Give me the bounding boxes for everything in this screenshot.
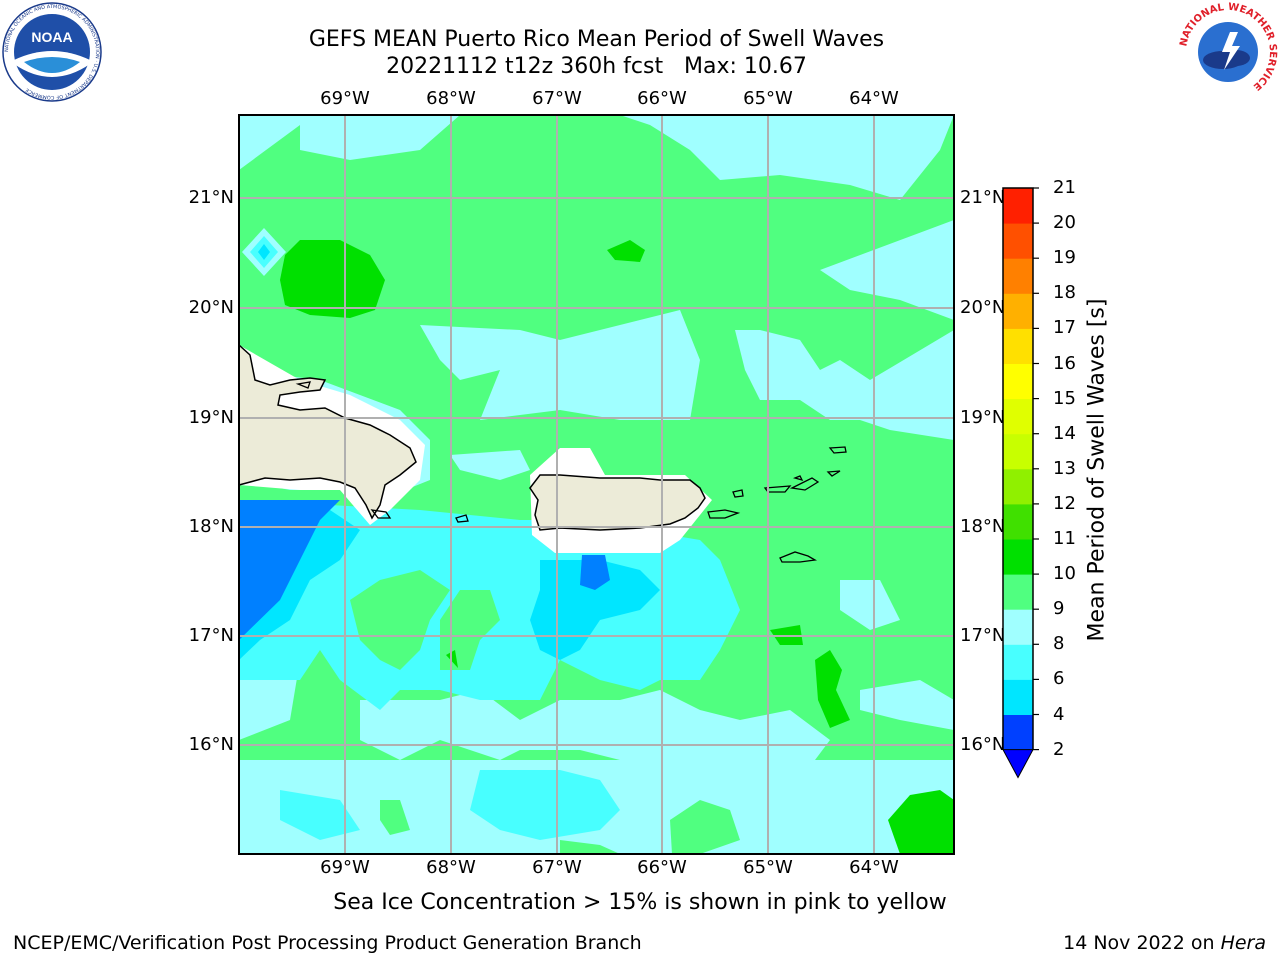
colorbar-segment	[1003, 188, 1033, 224]
lat-label-right: 16°N	[960, 734, 1006, 755]
lat-label-left: 20°N	[188, 297, 234, 318]
colorbar-tick-label: 8	[1053, 633, 1065, 655]
colorbar-segment	[1003, 433, 1033, 470]
swell-contour-9-10-patches	[350, 570, 740, 854]
colorbar-tick-label: 18	[1053, 282, 1076, 304]
colorbar-tick-label: 6	[1053, 668, 1065, 690]
colorbar-tick-label: 19	[1053, 247, 1076, 269]
host-name: Hera	[1220, 932, 1266, 954]
map-title: GEFS MEAN Puerto Rico Mean Period of Swe…	[308, 27, 885, 52]
colorbar-segment	[1003, 539, 1033, 575]
colorbar-tick-label: 4	[1053, 703, 1065, 725]
colorbar-extend-arrow	[1002, 749, 1034, 779]
colorbar-segment	[1003, 574, 1033, 610]
lon-label-top: 64°W	[849, 88, 899, 109]
colorbar-tick-label: 20	[1053, 212, 1076, 234]
date-text: 14 Nov 2022 on	[1063, 932, 1215, 954]
colorbar-segment	[1003, 468, 1033, 505]
colorbar-tick-label: 17	[1053, 317, 1076, 339]
colorbar-segment	[1003, 714, 1033, 751]
colorbar-tick-label: 11	[1053, 528, 1076, 549]
lon-label-bottom: 65°W	[743, 857, 793, 878]
lon-label-top: 69°W	[320, 88, 370, 109]
lon-label-top: 67°W	[532, 88, 582, 109]
land-hispaniola	[238, 343, 417, 520]
colorbar-segment	[1003, 503, 1033, 540]
lon-label-bottom: 69°W	[320, 857, 370, 878]
colorbar-tick-label: 9	[1053, 598, 1065, 620]
colorbar-segment	[1003, 679, 1033, 715]
map-subtitle: 20221112 t12z 360h fcst Max: 10.67	[386, 54, 807, 79]
colorbar-segment	[1003, 363, 1033, 400]
colorbar-label: Mean Period of Swell Waves [s]	[1084, 298, 1110, 642]
lon-label-bottom: 68°W	[426, 857, 476, 878]
colorbar-segment	[1003, 644, 1033, 680]
colorbar-tick-label: 16	[1053, 352, 1076, 374]
noaa-logo-text: NOAA	[31, 29, 72, 45]
colorbar-tick-label: 10	[1053, 563, 1076, 585]
lat-label-right: 20°N	[960, 297, 1006, 318]
colorbar-tick-label: 15	[1053, 387, 1076, 409]
colorbar-segment	[1003, 223, 1033, 259]
colorbar-tick-label: 14	[1053, 422, 1076, 444]
generation-date: 14 Nov 2022 on Hera	[1063, 932, 1266, 954]
colorbar-segment	[1003, 293, 1033, 329]
colorbar-segment	[1003, 328, 1033, 364]
colorbar-tick-label: 21	[1053, 177, 1076, 198]
colorbar-segment	[1003, 609, 1033, 645]
lat-label-left: 19°N	[188, 407, 234, 428]
lon-label-top: 68°W	[426, 88, 476, 109]
colorbar-segment	[1003, 258, 1033, 294]
colorbar-tick-label: 12	[1053, 492, 1076, 514]
map-frame	[238, 114, 955, 855]
small-islands	[295, 381, 847, 563]
colorbar	[1002, 187, 1039, 779]
lon-label-bottom: 67°W	[532, 857, 582, 878]
swell-hotspot	[242, 228, 286, 276]
lat-label-right: 19°N	[960, 407, 1006, 428]
colorbar-tick-label: 13	[1053, 457, 1076, 479]
colorbar-tick-label: 2	[1053, 738, 1065, 760]
noaa-logo: NOAA NATIONAL OCEANIC AND ATMOSPHERIC AD…	[2, 2, 102, 102]
colorbar-segment	[1003, 398, 1033, 435]
graticule	[239, 115, 954, 854]
branch-credit: NCEP/EMC/Verification Post Processing Pr…	[13, 932, 642, 954]
sea-ice-note: Sea Ice Concentration > 15% is shown in …	[333, 890, 947, 915]
lat-label-right: 21°N	[960, 187, 1006, 208]
lat-label-right: 18°N	[960, 516, 1006, 537]
lat-label-left: 16°N	[188, 734, 234, 755]
lon-label-top: 66°W	[637, 88, 687, 109]
lon-label-bottom: 66°W	[637, 857, 687, 878]
lat-label-left: 21°N	[188, 187, 234, 208]
nws-logo: NATIONAL WEATHER SERVICE	[1178, 2, 1278, 102]
lat-label-left: 17°N	[188, 625, 234, 646]
lat-label-left: 18°N	[188, 516, 234, 537]
lat-label-right: 17°N	[960, 625, 1006, 646]
lon-label-bottom: 64°W	[849, 857, 899, 878]
lon-label-top: 65°W	[743, 88, 793, 109]
swell-contour-2-4	[239, 500, 610, 640]
